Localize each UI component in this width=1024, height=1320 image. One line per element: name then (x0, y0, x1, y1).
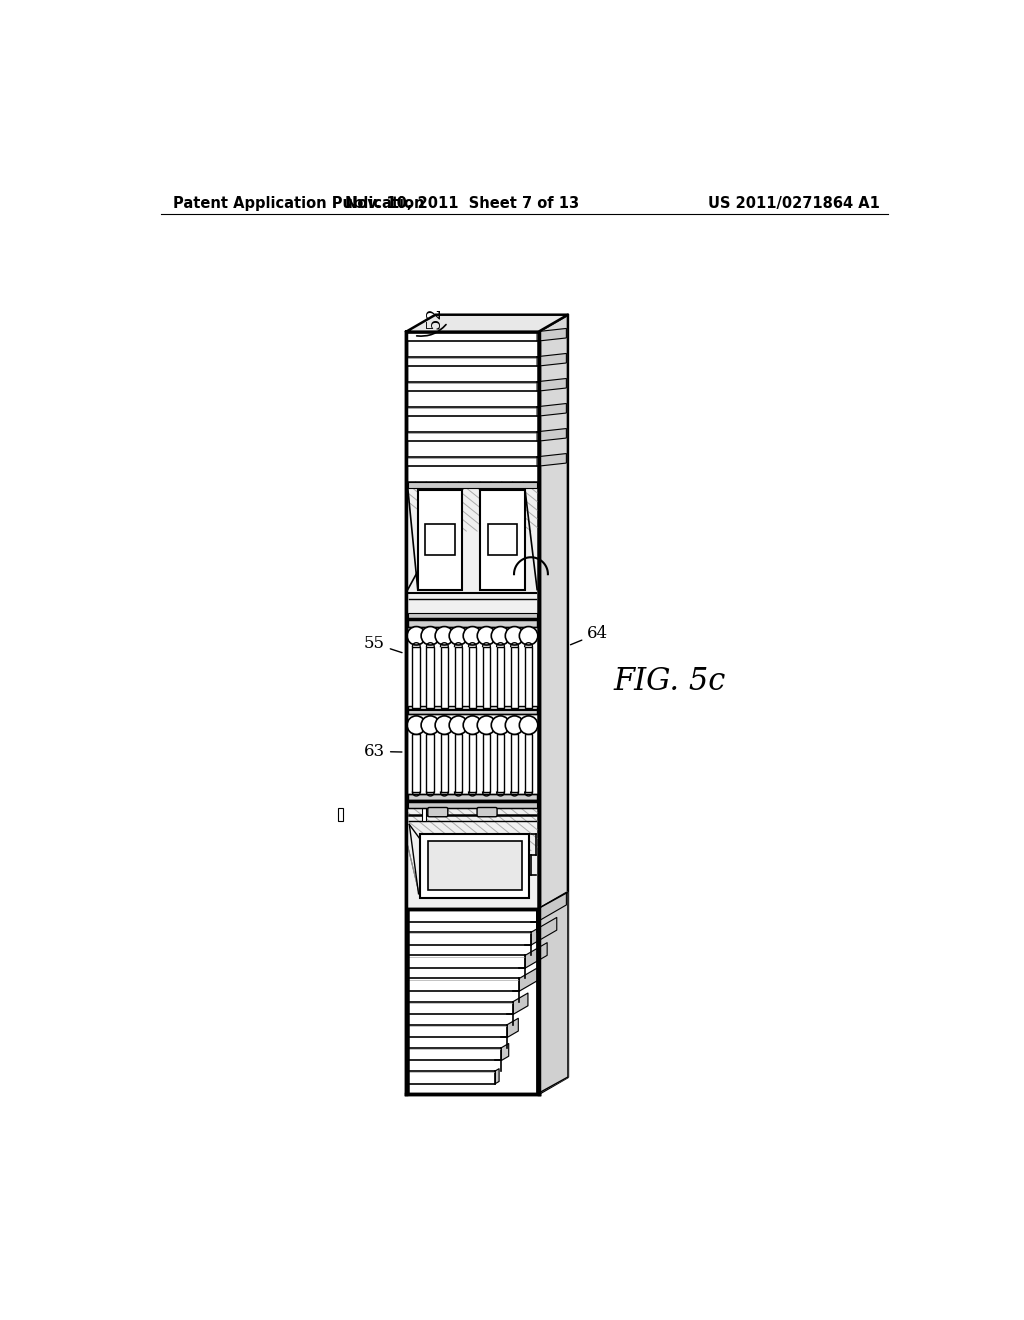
Bar (408, 482, 538, 619)
Circle shape (450, 715, 468, 734)
Polygon shape (519, 968, 538, 991)
Circle shape (477, 627, 496, 645)
Circle shape (421, 627, 439, 645)
Circle shape (505, 627, 523, 645)
Bar (408, 407, 538, 416)
Text: Nov. 10, 2011  Sheet 7 of 13: Nov. 10, 2011 Sheet 7 of 13 (345, 195, 579, 211)
Bar (408, 432, 538, 441)
Bar (408, 482, 538, 488)
FancyBboxPatch shape (477, 808, 497, 817)
Bar (524, 734, 532, 792)
Bar (408, 909, 538, 921)
Polygon shape (525, 942, 547, 968)
Bar (408, 956, 525, 968)
Circle shape (408, 627, 426, 645)
Circle shape (450, 627, 468, 645)
Bar (440, 734, 449, 792)
Text: US 2011/0271864 A1: US 2011/0271864 A1 (708, 195, 880, 211)
Circle shape (492, 715, 510, 734)
Bar (420, 834, 529, 898)
Circle shape (492, 627, 510, 645)
Bar (440, 647, 449, 708)
Bar (408, 801, 538, 808)
Polygon shape (538, 429, 566, 441)
Bar (469, 734, 476, 792)
Bar (480, 490, 524, 590)
Circle shape (505, 715, 523, 734)
Bar (408, 1002, 513, 1014)
Bar (408, 457, 538, 466)
Circle shape (463, 627, 481, 645)
Bar (408, 1048, 502, 1060)
Bar (339, 808, 343, 821)
Circle shape (463, 715, 481, 734)
Bar (455, 734, 462, 792)
Bar (425, 524, 455, 554)
Polygon shape (513, 993, 528, 1014)
FancyBboxPatch shape (428, 808, 447, 817)
Bar (408, 793, 538, 801)
Bar (524, 647, 532, 708)
Bar (408, 801, 538, 909)
Polygon shape (539, 314, 568, 1094)
Polygon shape (502, 1044, 509, 1060)
Polygon shape (531, 917, 557, 945)
Text: FIG. 5c: FIG. 5c (613, 667, 726, 697)
Circle shape (435, 715, 454, 734)
Polygon shape (538, 454, 566, 466)
Bar (408, 1071, 496, 1084)
Circle shape (408, 715, 426, 734)
Bar (418, 490, 463, 590)
Bar (426, 647, 434, 708)
Bar (428, 841, 521, 890)
Polygon shape (538, 892, 568, 1094)
Polygon shape (496, 1069, 499, 1084)
Text: 63: 63 (364, 743, 401, 760)
Bar (413, 647, 420, 708)
Circle shape (519, 715, 538, 734)
Bar (487, 524, 517, 554)
Text: Patent Application Publication: Patent Application Publication (173, 195, 424, 211)
Bar (408, 978, 519, 991)
Text: 55: 55 (364, 635, 402, 652)
Circle shape (477, 715, 496, 734)
Polygon shape (538, 329, 566, 341)
Bar (408, 381, 538, 391)
Bar (497, 647, 505, 708)
Bar (426, 734, 434, 792)
Bar (497, 734, 505, 792)
Circle shape (421, 715, 439, 734)
Bar (511, 734, 518, 792)
Bar (408, 619, 538, 627)
Bar (408, 932, 531, 945)
Polygon shape (507, 1018, 518, 1038)
Bar (469, 647, 476, 708)
Polygon shape (538, 354, 566, 366)
Bar (482, 647, 490, 708)
Bar (407, 331, 539, 1094)
Text: 52: 52 (426, 306, 443, 329)
Bar (408, 331, 538, 341)
Polygon shape (538, 404, 566, 416)
Text: 64: 64 (570, 626, 608, 644)
Bar (408, 1024, 507, 1038)
Circle shape (519, 627, 538, 645)
Circle shape (435, 627, 454, 645)
Bar (482, 734, 490, 792)
Polygon shape (407, 314, 568, 331)
Polygon shape (538, 892, 566, 921)
Bar (408, 612, 538, 619)
Bar (408, 706, 538, 714)
Bar (408, 356, 538, 366)
Bar (511, 647, 518, 708)
Bar (422, 808, 426, 821)
Polygon shape (538, 379, 566, 391)
Bar (455, 647, 462, 708)
Bar (413, 734, 420, 792)
